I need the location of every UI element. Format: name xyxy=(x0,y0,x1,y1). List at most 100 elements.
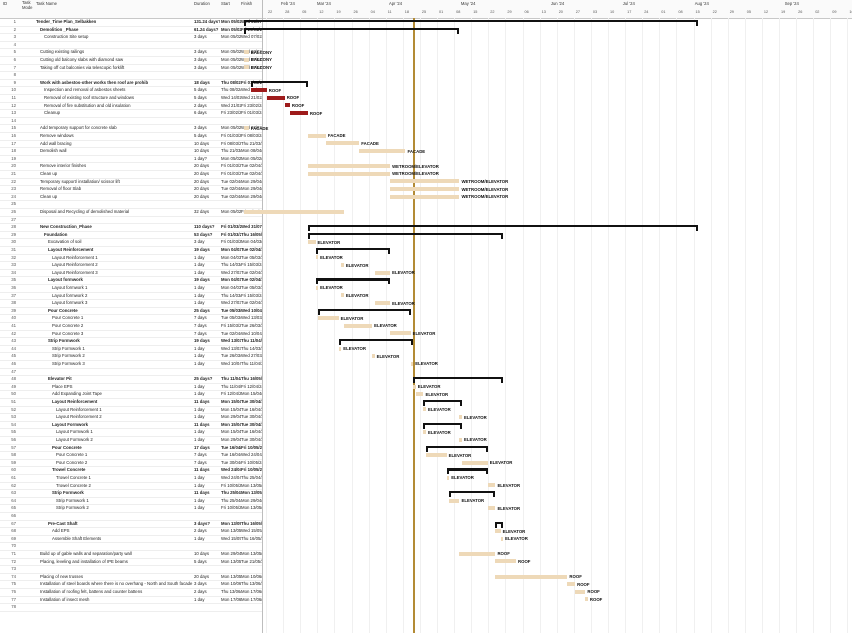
task-bar[interactable] xyxy=(462,460,488,465)
task-start[interactable]: Mon 13/05/24 xyxy=(221,528,241,534)
task-bar[interactable] xyxy=(359,149,406,153)
task-bar[interactable] xyxy=(495,559,516,564)
table-row[interactable]: 54 Layout Formwork 11 days Mon 15/04/24Tue … xyxy=(0,421,262,430)
col-start-header[interactable]: Start xyxy=(221,1,230,6)
task-name[interactable]: Installation of roofing felt, battens an… xyxy=(40,589,143,594)
task-duration[interactable]: 3 days? xyxy=(194,520,211,526)
task-duration[interactable]: 20 days xyxy=(194,186,210,192)
task-start[interactable]: Thu 21/03/24 xyxy=(221,148,241,154)
task-finish[interactable]: Thu 16/05/24 xyxy=(241,520,262,526)
task-name[interactable]: Taking off cut balconies via telescopic … xyxy=(40,64,125,70)
task-name[interactable]: Layout Reinforcement 1 xyxy=(52,254,98,260)
task-duration[interactable]: 3 days xyxy=(194,57,207,62)
task-duration[interactable]: 3 days xyxy=(194,34,207,40)
task-duration[interactable]: 1 day xyxy=(194,535,205,541)
task-bar[interactable] xyxy=(251,88,267,93)
task-bar[interactable] xyxy=(243,50,249,55)
col-finish-header[interactable]: Finish xyxy=(241,1,253,6)
task-duration[interactable]: 1 day xyxy=(194,497,205,503)
table-row[interactable]: 35 Layout formwork 19 days Mon 04/03/24Tue … xyxy=(0,276,262,285)
task-name[interactable]: Layout formwork 2 xyxy=(52,292,88,298)
task-finish[interactable]: Mon 29/04/24 xyxy=(241,178,262,184)
table-row[interactable]: 48 Elevator Pit 25 days? Thu 11/04/24Thu 16… xyxy=(0,375,262,384)
task-name[interactable]: Clean up xyxy=(40,193,58,199)
table-row[interactable]: 56 Layout Formwork 2 1 day Mon 29/04/24Tue … xyxy=(0,436,262,445)
task-duration[interactable]: 1 day xyxy=(194,429,205,435)
task-start[interactable]: Thu 11/04/24 xyxy=(221,376,241,382)
task-duration[interactable]: 2 days xyxy=(194,589,207,594)
summary-bar[interactable] xyxy=(315,278,391,285)
task-name[interactable]: Pour Concrete xyxy=(52,444,82,450)
task-bar[interactable] xyxy=(500,536,504,541)
task-finish[interactable]: Wed 07/02/24 xyxy=(241,34,262,40)
task-name[interactable]: Strip Formwork 1 xyxy=(56,497,89,503)
task-finish[interactable]: Tue 02/04/24 xyxy=(241,247,262,252)
task-duration[interactable]: 1 day xyxy=(194,505,205,511)
task-name[interactable]: Strip Formwork 3 xyxy=(52,361,85,366)
task-start[interactable]: Fri 01/03/24 xyxy=(221,163,241,169)
table-row[interactable]: 60 Trowel Concrete 11 days Wed 24/04/24Fri … xyxy=(0,466,262,475)
task-finish[interactable]: Thu 25/04/24 xyxy=(241,475,262,480)
task-name[interactable]: Trowel Concrete 1 xyxy=(56,475,91,480)
task-bar[interactable] xyxy=(338,346,342,351)
summary-bar[interactable] xyxy=(338,339,414,346)
table-row[interactable]: 71▲Build up of gable walls and separatio… xyxy=(0,550,262,559)
task-finish[interactable]: Fri 15/03/24 xyxy=(241,262,262,268)
task-finish[interactable]: Wed 10/04/24 xyxy=(241,330,262,336)
task-name[interactable]: Remove windows xyxy=(40,133,74,138)
table-row[interactable]: 16 Remove windows 5 days Fri 01/03/24Fri 08… xyxy=(0,132,262,141)
task-duration[interactable]: 1 day xyxy=(194,292,205,298)
task-name[interactable]: Cleanup xyxy=(44,110,61,116)
task-bar[interactable] xyxy=(307,171,391,176)
task-start[interactable]: Mon 17/06/24 xyxy=(221,596,241,602)
table-row[interactable]: 62 Trowel Concrete 2 1 day Fri 10/05/24Mon … xyxy=(0,482,262,491)
task-finish[interactable]: Thu 16/05/24 xyxy=(241,231,262,237)
task-duration[interactable]: 11 days xyxy=(194,490,210,496)
table-row[interactable]: 61 Trowel Concrete 1 1 day Wed 24/04/24Thu … xyxy=(0,474,262,483)
table-row[interactable]: 34 Layout Reinforcement 3 1 day Wed 27/03/2… xyxy=(0,269,262,278)
task-duration[interactable]: 3 days xyxy=(194,49,207,55)
task-name[interactable]: Assemble Shaft Elements xyxy=(52,535,102,541)
task-start[interactable]: Wed 13/03/24 xyxy=(221,338,241,344)
task-name[interactable]: Placing, leveling and installation of IP… xyxy=(40,558,128,564)
table-row[interactable]: 31 Layout Reinforcement 19 days Mon 04/03/2… xyxy=(0,246,262,255)
task-name[interactable]: Temporary support/ installation/ scissor… xyxy=(40,178,120,184)
task-finish[interactable]: Thu 16/05/24 xyxy=(241,535,262,541)
table-row[interactable]: 63 Strip Formwork 11 days Thu 25/04/24Mon 1… xyxy=(0,489,262,498)
task-duration[interactable]: 7 days xyxy=(194,330,207,336)
task-finish[interactable]: Wed 13/03/24 xyxy=(241,315,262,321)
task-name[interactable]: Elevator Pit xyxy=(48,376,72,382)
task-bar[interactable] xyxy=(449,498,460,503)
table-row[interactable]: 29 Foundation 53 days? Fri 01/03/24Thu 16/0… xyxy=(0,231,262,240)
task-duration[interactable]: 2 days xyxy=(194,102,207,108)
task-name[interactable]: New Construction_Phase xyxy=(40,224,92,230)
task-duration[interactable]: 7 days xyxy=(194,459,207,465)
task-bar[interactable] xyxy=(341,263,344,267)
task-name[interactable]: Pour Concrete 3 xyxy=(52,330,84,336)
task-finish[interactable]: Mon 13/05/24 xyxy=(241,482,262,488)
table-row[interactable]: 6▲Cutting old balcony slabs with diamond… xyxy=(0,56,262,65)
task-name[interactable]: Disposal and Recycling of demolished mat… xyxy=(40,209,130,214)
task-finish[interactable]: Mon 05/02/24 xyxy=(241,155,262,161)
task-finish[interactable]: Tue 05/03/24 xyxy=(241,254,262,260)
summary-bar[interactable] xyxy=(307,225,699,232)
task-name[interactable]: Layout formwork 3 xyxy=(52,300,88,306)
table-row[interactable]: 47 xyxy=(0,368,262,377)
table-row[interactable]: 53 Layout Reinforcement 2 1 day Mon 29/04/2… xyxy=(0,413,262,422)
task-name[interactable]: Pour Concrete 2 xyxy=(52,323,84,328)
task-finish[interactable]: Mon 13/05/24 xyxy=(241,490,262,496)
task-start[interactable]: Tue 26/03/24 xyxy=(221,353,241,359)
task-finish[interactable]: Fri 08/03/24 xyxy=(241,133,262,138)
summary-bar[interactable] xyxy=(243,20,699,27)
table-row[interactable]: 49 Place EPS 1 day Thu 11/04/24Fri 12/04/24 xyxy=(0,383,262,392)
task-finish[interactable]: Thu 11/04/24 xyxy=(241,338,262,344)
summary-bar[interactable] xyxy=(315,248,391,255)
task-duration[interactable]: 1 day xyxy=(194,482,205,488)
task-finish[interactable]: Mon 15/04/24 xyxy=(241,391,262,397)
task-name[interactable]: Layout Reinforcement xyxy=(52,399,98,404)
table-row[interactable]: 12 Removal of fire substitution and old i… xyxy=(0,102,262,111)
task-duration[interactable]: 5 days xyxy=(194,95,207,100)
